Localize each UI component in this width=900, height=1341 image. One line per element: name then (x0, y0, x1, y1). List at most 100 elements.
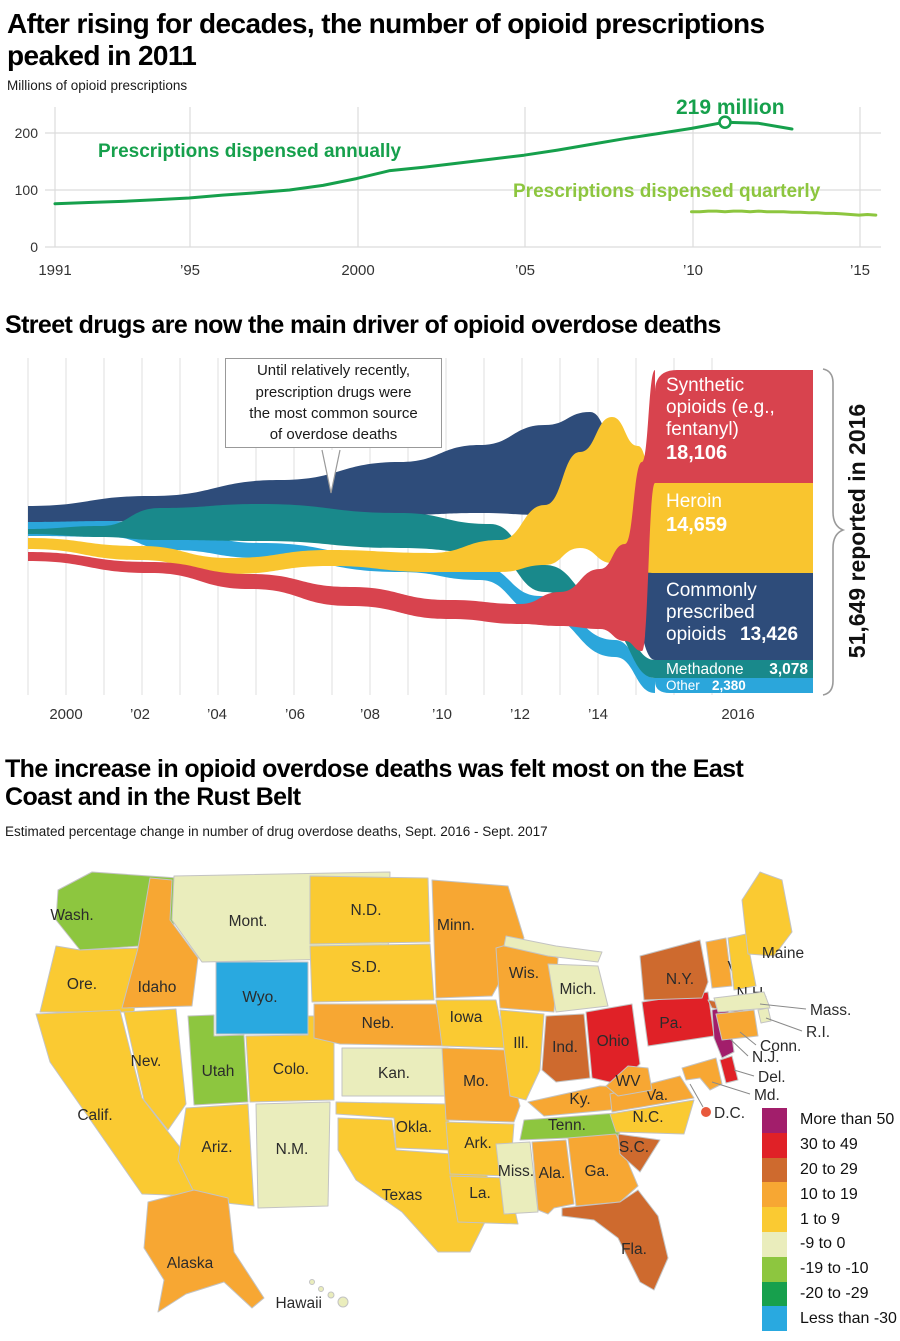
state-label-fla: Fla. (621, 1241, 647, 1258)
legend-swatch (762, 1108, 787, 1133)
quarterly-line (690, 209, 878, 217)
x-tick: 1991 (38, 262, 72, 279)
legend-row: 30 to 49 (762, 1132, 897, 1158)
x-tick: ’10 (431, 706, 453, 723)
state-label-ala: Ala. (539, 1165, 566, 1182)
label-synthetic: opioids (e.g., (666, 397, 775, 418)
state-label-ill: Ill. (513, 1035, 529, 1052)
state-label-nc: N.C. (633, 1109, 664, 1126)
state-sc (617, 1133, 661, 1173)
state-nh (727, 933, 757, 991)
state-label-calif: Calif. (77, 1107, 112, 1124)
bar-heroin (655, 483, 813, 573)
state-label-idaho: Idaho (138, 979, 177, 996)
state-label-kan: Kan. (378, 1065, 410, 1082)
state-maine (741, 871, 793, 957)
callout-line: of overdose deaths (269, 426, 398, 444)
state-label-nj: N.J. (752, 1049, 780, 1066)
prescriptions-line-chart (45, 107, 881, 248)
state-label-sc: S.C. (619, 1139, 649, 1156)
legend-row: 10 to 19 (762, 1182, 897, 1208)
state-label-iowa: Iowa (450, 1009, 483, 1026)
legend-row: -20 to -29 (762, 1281, 897, 1307)
leader-line-nj (728, 1037, 749, 1057)
state-label-colo: Colo. (273, 1061, 309, 1078)
state-label-del: Del. (758, 1069, 786, 1086)
legend-label: 20 to 29 (800, 1160, 858, 1178)
value-synthetic: 18,106 (666, 442, 727, 464)
state-hawaii-island (327, 1291, 335, 1299)
legend-row: -9 to 0 (762, 1231, 897, 1257)
value-prescribed: 13,426 (740, 624, 798, 645)
state-label-wyo: Wyo. (242, 989, 277, 1006)
streamgraph-callout: Until relatively recently, prescription … (225, 358, 442, 448)
x-tick: ’14 (587, 706, 609, 723)
state-hawaii-island (318, 1286, 324, 1292)
state-label-tenn: Tenn. (548, 1117, 586, 1134)
state-label-okla: Okla. (396, 1119, 432, 1136)
section3-subtitle: Estimated percentage change in number of… (5, 824, 548, 839)
state-label-ri: R.I. (806, 1024, 830, 1041)
state-vt (705, 937, 733, 989)
stream-synthetic (28, 370, 655, 651)
state-label-ga: Ga. (585, 1163, 610, 1180)
legend-swatch (762, 1132, 787, 1158)
label-prescribed: prescribed (666, 602, 755, 623)
x-tick: 2016 (721, 706, 755, 723)
leader-line-conn (739, 1031, 757, 1046)
leader-line-dc (689, 1083, 704, 1108)
x-tick: ’06 (284, 706, 306, 723)
bar-prescribed (655, 573, 813, 660)
state-idaho (121, 877, 199, 1009)
peak-marker (718, 115, 732, 129)
state-label-va: Va. (646, 1087, 668, 1104)
bar-methadone (655, 660, 813, 678)
legend-swatch (762, 1157, 787, 1183)
value-other: 2,380 (712, 678, 746, 693)
legend-label: 1 to 9 (800, 1210, 841, 1228)
legend-label: -20 to -29 (800, 1284, 869, 1302)
state-label-conn: Conn. (760, 1038, 801, 1055)
state-label-neb: Neb. (362, 1015, 395, 1032)
annual-line (53, 120, 794, 206)
state-fla (561, 1189, 669, 1291)
legend-row: 20 to 29 (762, 1157, 897, 1183)
state-label-mont: Mont. (229, 913, 268, 930)
x-tick: ’02 (129, 706, 151, 723)
state-label-pa: Pa. (659, 1015, 682, 1032)
state-nev (123, 1008, 187, 1131)
callout-line: prescription drugs were (255, 383, 412, 401)
state-label-la: La. (469, 1185, 491, 1202)
state-label-nd: N.D. (351, 902, 382, 919)
leader-line-mass (759, 1003, 807, 1010)
bar-synthetic (655, 370, 813, 483)
bar-other (655, 678, 813, 693)
state-miss (495, 1141, 539, 1215)
state-mich-up (503, 935, 603, 963)
annual-series-label: Prescriptions dispensed annually (98, 141, 402, 162)
x-tick: ’15 (849, 262, 871, 279)
state-nc (609, 1099, 695, 1135)
x-tick: 2000 (49, 706, 83, 723)
state-del (719, 1055, 739, 1084)
legend-label: -19 to -10 (800, 1260, 869, 1278)
state-label-texas: Texas (382, 1187, 423, 1204)
state-va (609, 1075, 695, 1113)
x-tick: ’95 (179, 262, 201, 279)
section2-title: Street drugs are now the main driver of … (5, 311, 721, 339)
state-label-md: Md. (754, 1087, 780, 1104)
state-ala (531, 1139, 575, 1215)
legend-label: -9 to 0 (800, 1235, 846, 1253)
quarterly-series-label: Prescriptions dispensed quarterly (513, 181, 821, 202)
value-heroin: 14,659 (666, 514, 727, 536)
value-methadone: 3,078 (769, 661, 808, 678)
state-nm (255, 1101, 331, 1209)
state-label-utah: Utah (202, 1063, 235, 1080)
state-label-dc: D.C. (714, 1105, 745, 1122)
legend-swatch (762, 1306, 787, 1332)
state-label-mo: Mo. (463, 1073, 489, 1090)
state-sd (309, 943, 435, 1003)
state-nd (309, 875, 431, 945)
x-tick: ’10 (682, 262, 704, 279)
